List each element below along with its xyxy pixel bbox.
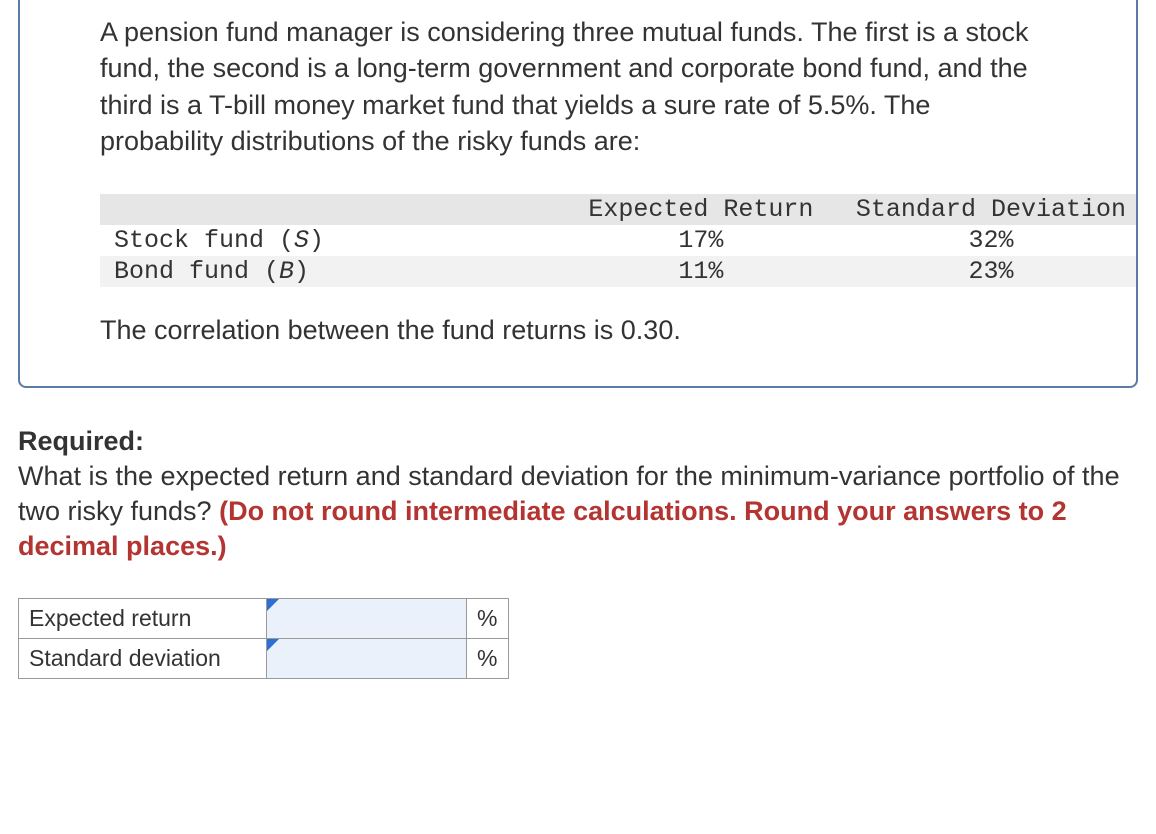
input-indicator-icon <box>267 599 279 611</box>
name-letter: S <box>294 226 309 255</box>
expected-return-input[interactable] <box>267 600 466 638</box>
table-row: Stock fund (S) 17% 32% <box>100 225 1136 256</box>
unit-percent: % <box>467 639 509 679</box>
table-row: Bond fund (B) 11% 23% <box>100 256 1136 287</box>
std-dev-input[interactable] <box>267 640 466 678</box>
problem-panel: A pension fund manager is considering th… <box>18 0 1138 388</box>
header-blank <box>100 194 556 225</box>
input-indicator-icon <box>267 639 279 651</box>
fund-name-stock: Stock fund (S) <box>100 225 556 256</box>
answer-row-expected-return: Expected return % <box>19 599 509 639</box>
header-std-dev: Standard Deviation <box>846 194 1136 225</box>
bond-std-dev: 23% <box>846 256 1136 287</box>
unit-percent: % <box>467 599 509 639</box>
correlation-statement: The correlation between the fund returns… <box>20 315 1136 346</box>
name-prefix: Bond fund ( <box>114 257 279 286</box>
name-prefix: Stock fund ( <box>114 226 294 255</box>
stock-expected-return: 17% <box>556 225 846 256</box>
funds-data-table: Expected Return Standard Deviation Stock… <box>100 194 1136 287</box>
answer-label-std-dev: Standard deviation <box>19 639 267 679</box>
answer-label-expected-return: Expected return <box>19 599 267 639</box>
stock-std-dev: 32% <box>846 225 1136 256</box>
required-label: Required: <box>18 426 144 456</box>
name-suffix: ) <box>294 257 309 286</box>
problem-statement: A pension fund manager is considering th… <box>20 14 1136 160</box>
name-suffix: ) <box>309 226 324 255</box>
answer-input-cell[interactable] <box>267 639 467 679</box>
required-block: Required: What is the expected return an… <box>18 424 1138 564</box>
answer-input-table: Expected return % Standard deviation % <box>18 598 509 679</box>
table-header-row: Expected Return Standard Deviation <box>100 194 1136 225</box>
name-letter: B <box>279 257 294 286</box>
fund-name-bond: Bond fund (B) <box>100 256 556 287</box>
header-expected-return: Expected Return <box>556 194 846 225</box>
bond-expected-return: 11% <box>556 256 846 287</box>
answer-row-std-dev: Standard deviation % <box>19 639 509 679</box>
answer-input-cell[interactable] <box>267 599 467 639</box>
